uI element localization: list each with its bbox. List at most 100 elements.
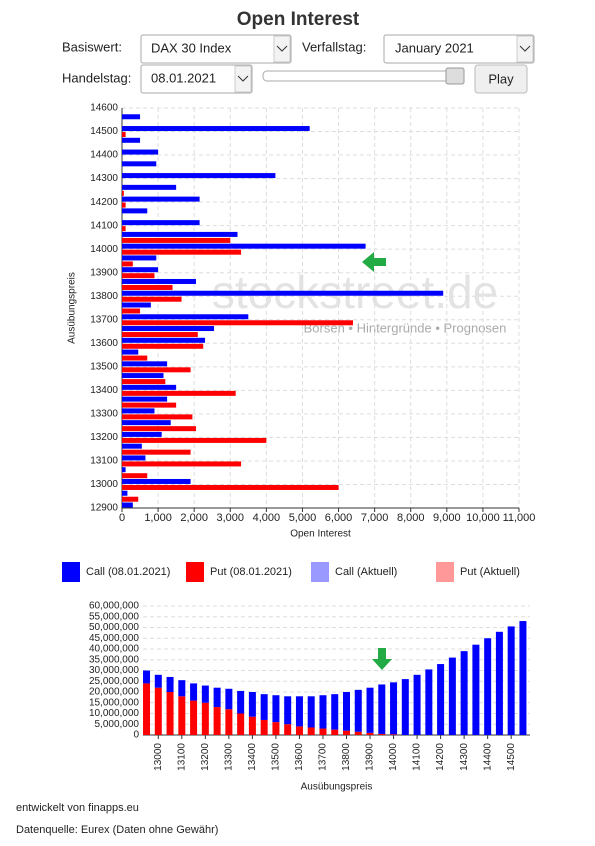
bar-segment [178,680,186,697]
button-label: Play [488,71,514,86]
x-tick-label: 3,000 [217,512,245,524]
bar [122,484,339,490]
bar [122,137,141,143]
bar [122,384,177,390]
bar-segment [366,687,374,733]
y-tick-label: 13000 [90,479,118,490]
y-tick-label: 13500 [90,361,118,372]
bar [122,196,200,202]
bar [122,402,177,408]
y-tick-label: 60,000,000 [89,601,139,612]
legend-swatch [186,562,204,582]
y-tick-label: 13400 [90,385,118,396]
bar [122,343,204,349]
bar-segment [425,669,433,735]
slider[interactable] [262,67,465,85]
bar [122,449,191,455]
x-tick-label: 7,000 [361,512,389,524]
bar-segment [272,695,280,723]
bar [122,396,168,402]
y-tick-label: 14400 [90,150,118,161]
bar [122,490,128,496]
bar-segment [460,651,468,735]
label: Verfallstag: [302,39,366,54]
bar-segment [366,732,374,735]
y-tick-label: 10,000,000 [89,708,139,719]
bar [122,332,198,338]
footer-text: Datenquelle: Eurex (Daten ohne Gewähr) [16,824,218,836]
bar [122,220,200,226]
play-button[interactable]: Play [474,64,528,94]
bar-segment [237,690,245,714]
x-tick-label: 2,000 [180,512,208,524]
legend-swatch [436,562,454,582]
x-tick-label: 6,000 [325,512,353,524]
chart-total: 05,000,00010,000,00015,000,00020,000,000… [89,601,530,793]
bar [122,443,142,449]
bar [122,255,157,261]
y-tick-label: 13900 [90,267,118,278]
bar-segment [390,734,398,735]
bar [122,237,231,243]
y-tick-label: 30,000,000 [89,665,139,676]
y-tick-label: 12900 [90,503,118,514]
x-tick-label: 13600 [294,743,305,771]
bar [122,461,242,467]
page-title: Open Interest [237,9,360,30]
bar-segment [401,679,409,735]
x-tick-label: 0 [119,512,125,524]
legend-label: Call (Aktuell) [335,566,397,578]
bar-segment [472,644,480,735]
bar [122,278,196,284]
bar [122,284,173,290]
bar-segment [143,670,151,684]
bar [122,367,191,373]
bar [122,426,196,432]
y-tick-label: 13100 [90,456,118,467]
select[interactable]: DAX 30 Index [140,34,292,64]
bar [122,290,444,296]
y-tick-label: 14200 [90,197,118,208]
select[interactable]: January 2021 [383,34,535,64]
bar [122,361,168,367]
bar-segment [178,696,186,735]
y-tick-label: 5,000,000 [95,719,140,730]
bar-segment [154,687,162,735]
bar [122,190,124,196]
bar-segment [507,626,515,735]
x-tick-label: 11,000 [503,512,536,524]
bar [122,149,159,155]
x-axis-title: Open Interest [290,529,351,540]
bar-segment [378,733,386,735]
y-tick-label: 14000 [90,244,118,255]
bar-segment [448,657,456,735]
bar [122,478,191,484]
x-tick-label: 1,000 [144,512,172,524]
bar [122,379,166,385]
bar-segment [225,709,233,735]
x-tick-label: 13000 [153,743,164,771]
bar [122,249,242,255]
y-tick-label: 13800 [90,291,118,302]
x-tick-label: 10,000 [466,512,500,524]
bar [122,114,141,120]
label: Basiswert: [62,39,122,54]
y-tick-label: 14300 [90,173,118,184]
bar [122,308,141,314]
bar [122,161,157,167]
chart-openinterest: 0 1,000 2,000 3,000 4,000 5,000 6,000 7,000 8,00… [67,103,536,540]
x-tick-label: 14300 [459,743,470,771]
bar-segment [331,694,339,730]
select-value: 08.01.2021 [151,70,216,85]
bar-segment [413,674,421,735]
bar [122,173,276,179]
x-tick-label: 13500 [271,743,282,771]
arrow [362,252,386,272]
bar-segment [166,692,174,735]
select[interactable]: 08.01.2021 [140,64,253,94]
bar [122,296,182,302]
bar [122,226,126,232]
bar-segment [342,730,350,735]
